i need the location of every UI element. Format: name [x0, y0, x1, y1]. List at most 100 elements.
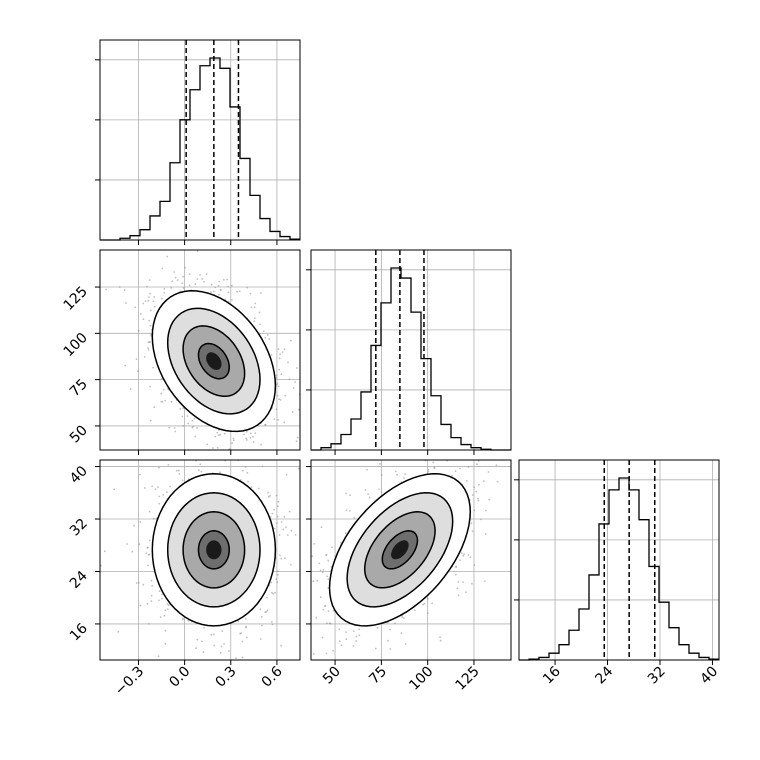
joint-0-2-point [250, 486, 253, 489]
joint-0-2-point [244, 466, 247, 468]
joint-1-2-point [304, 600, 306, 602]
joint-0-2-contour-0 [197, 530, 230, 570]
joint-1-2-point [462, 554, 465, 557]
joint-1-2-point [403, 617, 405, 619]
joint-0-1-point [199, 274, 201, 276]
joint-0-2-point [146, 602, 149, 605]
joint-0-2-point [158, 502, 161, 505]
joint-0-1-point [254, 302, 257, 305]
joint-0-1-contour-1 [182, 325, 246, 398]
joint-0-1-point [148, 319, 151, 322]
joint-1-2-point [325, 554, 327, 556]
joint-1-2-point [478, 483, 480, 486]
joint-1-2-point [459, 467, 461, 470]
joint-0-2-point [161, 597, 163, 600]
joint-0-2-point [239, 479, 242, 481]
joint-0-1-point [303, 401, 305, 403]
joint-1-2-point [382, 457, 384, 459]
joint-0-1-point [252, 441, 255, 443]
joint-0-2-point [158, 590, 161, 593]
joint-0-1-point [273, 418, 276, 420]
joint-1-2-point [467, 466, 470, 468]
joint-1-2-point [332, 609, 335, 612]
joint-0-2-point [285, 474, 288, 476]
joint-0-1-point [143, 356, 146, 358]
joint-0-2-point [213, 644, 216, 647]
joint-0-2-point [288, 510, 291, 513]
joint-0-2-point [276, 573, 279, 576]
joint-0-2-point [144, 487, 146, 489]
joint-0-2-point [138, 582, 140, 584]
y-tick-label-1-2: 100 [61, 330, 91, 360]
joint-1-2-point [348, 509, 351, 512]
joint-1-2-point [352, 645, 355, 647]
joint-0-1-point [296, 436, 299, 439]
joint-0-2-point [235, 657, 237, 660]
joint-1-2-point [471, 494, 474, 496]
joint-1-2-point [328, 622, 331, 624]
joint-1-2-point [353, 517, 356, 519]
joint-1-2-point [470, 522, 473, 525]
joint-1-2-point [355, 640, 358, 642]
joint-0-1-point [152, 300, 155, 303]
joint-0-2-point [276, 515, 279, 518]
joint-1-2-point [439, 639, 442, 642]
joint-1-2-point [396, 433, 398, 435]
joint-0-2-point [280, 557, 283, 560]
x-tick-label-1-0: 50 [320, 664, 344, 688]
joint-0-2-point [278, 534, 281, 536]
joint-0-2-point [267, 491, 269, 494]
joint-0-2-point [286, 534, 289, 536]
x-tick-label-2-3: 40 [697, 664, 721, 688]
joint-0-1-point [232, 437, 235, 440]
joint-1-2-point [304, 681, 306, 683]
hist-2-steps [519, 477, 719, 661]
joint-1-2-point [461, 552, 463, 554]
joint-0-1-point [230, 284, 233, 287]
joint-0-1-point [281, 351, 284, 353]
joint-0-2-point [150, 579, 153, 582]
joint-0-1-point [231, 442, 234, 445]
joint-0-2-point [117, 630, 120, 633]
joint-0-1-contour-2 [166, 307, 261, 415]
hist-2-grid [519, 460, 719, 660]
joint-1-2-point [331, 546, 333, 549]
joint-0-2-point [228, 650, 230, 652]
y-tick-label-2-1: 24 [67, 568, 91, 592]
joint-0-2-point [157, 486, 159, 488]
joint-0-1-point [150, 309, 152, 312]
joint-0-1-point [270, 354, 273, 356]
joint-1-2-point [296, 599, 298, 601]
joint-1-2-point [321, 571, 324, 574]
joint-0-2-point [306, 539, 308, 541]
joint-0-2-point [247, 480, 249, 483]
hist-0-grid [100, 40, 300, 240]
joint-1-2-point [469, 556, 472, 559]
joint-1-2-point [352, 630, 355, 632]
joint-0-2-point [188, 681, 190, 683]
joint-0-1-point [149, 324, 152, 327]
joint-0-1-point [203, 280, 205, 283]
joint-1-2-point [376, 626, 379, 629]
joint-0-2-point [157, 655, 160, 658]
joint-0-1-frame [99, 249, 301, 451]
joint-0-1-point [289, 339, 292, 342]
joint-0-2-contour-1 [182, 511, 246, 589]
joint-0-2-point [182, 617, 185, 620]
joint-0-2-point [245, 636, 248, 639]
joint-0-2-point [257, 487, 260, 490]
joint-0-2-point [159, 616, 162, 618]
joint-0-2-point [283, 516, 286, 518]
joint-0-1-point [216, 431, 219, 434]
joint-0-2-point [276, 581, 279, 584]
joint-0-2-point [138, 543, 141, 546]
hist-1-grid [311, 250, 511, 450]
joint-0-2-point [290, 529, 293, 532]
joint-1-2-contour-2 [346, 492, 454, 608]
joint-0-1-point [137, 329, 140, 332]
joint-0-2-point [139, 521, 142, 523]
joint-0-1-point [160, 297, 163, 300]
joint-1-2-point [321, 636, 324, 639]
joint-0-2-point [261, 624, 263, 627]
joint-1-2-point [351, 679, 353, 681]
